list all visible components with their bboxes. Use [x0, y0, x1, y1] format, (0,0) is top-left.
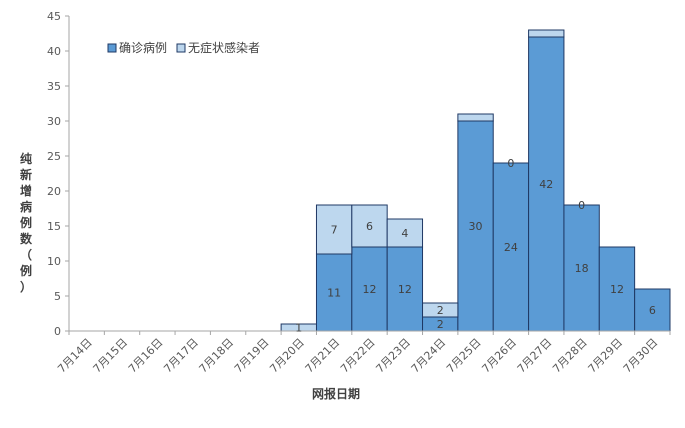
- bar-value-label: 24: [504, 241, 518, 254]
- legend-label-1: 无症状感染者: [188, 40, 260, 55]
- x-tick-label: 7月15日: [91, 336, 131, 376]
- bar-series1-10: [422, 302, 459, 318]
- x-tick-label: 7月14日: [55, 336, 95, 376]
- legend-swatch-0: [107, 43, 117, 53]
- y-tick-label: 10: [47, 255, 61, 268]
- x-tick-label: 7月26日: [479, 336, 519, 376]
- y-tick-label: 35: [47, 80, 61, 93]
- y-tick-label: 25: [47, 150, 61, 163]
- x-tick-label: 7月30日: [621, 336, 661, 376]
- y-tick-label: 0: [54, 325, 61, 338]
- bar-series1-7: [315, 204, 353, 255]
- bar-value-label: 18: [575, 262, 589, 275]
- x-tick-label: 7月29日: [585, 336, 625, 376]
- y-axis-title-char: 增: [20, 183, 32, 198]
- x-tick-label: 7月21日: [303, 336, 343, 376]
- bar-value-label: 1: [295, 322, 302, 335]
- y-axis-title-char: 例: [20, 215, 32, 230]
- bar-value-label: 4: [401, 227, 408, 240]
- bar-value-label: 11: [327, 287, 341, 300]
- bar-value-label: 6: [366, 220, 373, 233]
- bar-value-label: 2: [437, 304, 444, 317]
- x-tick-label: 7月18日: [197, 336, 237, 376]
- x-tick-label: 7月24日: [409, 336, 449, 376]
- x-tick-label: 7月16日: [126, 336, 166, 376]
- y-axis-title-char: 病: [20, 199, 32, 214]
- bar-series0-15: [598, 246, 636, 332]
- bar-series1-9: [386, 218, 424, 248]
- x-tick-label: 7月19日: [232, 336, 272, 376]
- bar-series0-7: [315, 253, 353, 332]
- y-tick-label: 20: [47, 185, 61, 198]
- bar-value-label: 42: [539, 178, 553, 191]
- bar-series1-13: [528, 29, 565, 38]
- y-axis-title-char: 数: [20, 231, 33, 246]
- bar-series1-11: [457, 113, 494, 122]
- legend: 确诊病例 无症状感染者: [107, 40, 260, 55]
- bar-series0-16: [634, 288, 671, 332]
- y-tick-label: 45: [47, 10, 61, 23]
- legend-label-0: 确诊病例: [119, 40, 167, 55]
- bar-value-label: 2: [437, 318, 444, 331]
- x-tick-label: 7月28日: [550, 336, 590, 376]
- bars-group: [280, 29, 671, 332]
- bar-series1-8: [351, 204, 388, 248]
- legend-swatch-1: [176, 43, 186, 53]
- x-tick-label: 7月20日: [267, 336, 307, 376]
- bar-value-label: 12: [398, 283, 412, 296]
- bar-value-label: 12: [363, 283, 377, 296]
- bar-value-label: 7: [331, 224, 338, 237]
- bar-value-label: 0: [507, 157, 514, 170]
- x-tick-label: 7月17日: [161, 336, 201, 376]
- y-axis-title-char: 例: [20, 263, 32, 278]
- bar-value-label: 0: [578, 199, 585, 212]
- bar-value-label: 12: [610, 283, 624, 296]
- y-axis-title-char: 纯: [20, 151, 32, 166]
- y-tick-label: 40: [47, 45, 61, 58]
- y-tick-label: 30: [47, 115, 61, 128]
- x-tick-label: 7月23日: [373, 336, 413, 376]
- x-axis-title: 网报日期: [312, 386, 360, 401]
- bar-value-label: 6: [649, 304, 656, 317]
- x-tick-label: 7月22日: [338, 336, 378, 376]
- y-tick-label: 15: [47, 220, 61, 233]
- bar-series0-8: [351, 246, 388, 332]
- y-axis-title-char: （: [20, 247, 32, 262]
- y-axis-title-char: ）: [20, 279, 32, 294]
- x-tick-label: 7月25日: [444, 336, 484, 376]
- bar-value-label: 30: [469, 220, 483, 233]
- y-axis-title-char: 新: [20, 167, 32, 182]
- x-tick-label: 7月27日: [515, 336, 555, 376]
- y-tick-label: 5: [54, 290, 61, 303]
